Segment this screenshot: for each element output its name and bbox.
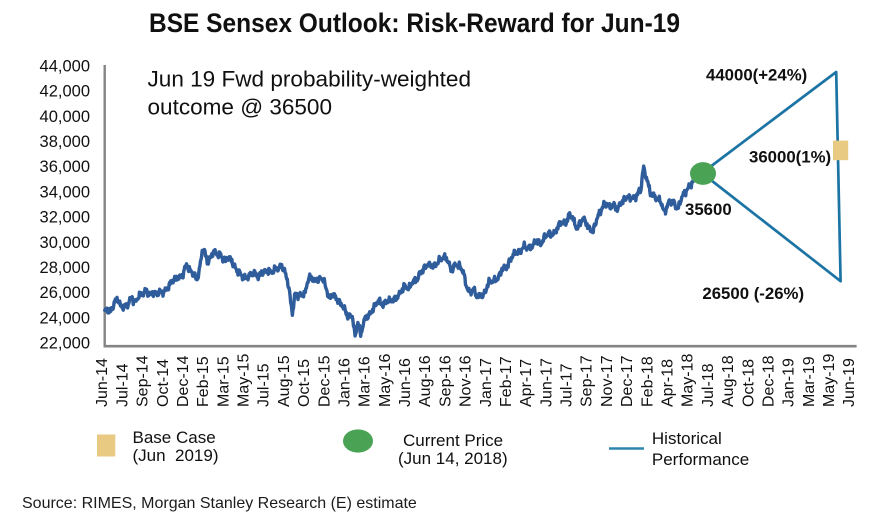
svg-text:Jun-14: Jun-14 [94, 358, 111, 407]
svg-text:Current Price: Current Price [403, 431, 503, 450]
svg-text:Jun-17: Jun-17 [538, 358, 555, 407]
svg-text:Feb-18: Feb-18 [639, 356, 656, 407]
svg-text:Oct-15: Oct-15 [296, 359, 313, 407]
svg-text:36000(1%): 36000(1%) [749, 147, 831, 166]
svg-text:Aug-15: Aug-15 [276, 355, 293, 407]
svg-text:Jun-16: Jun-16 [397, 358, 414, 407]
svg-text:44,000: 44,000 [40, 58, 90, 76]
svg-text:(Jun 2019): (Jun 2019) [133, 446, 219, 465]
svg-text:Dec-17: Dec-17 [619, 355, 636, 407]
svg-text:44000(+24%): 44000(+24%) [706, 65, 807, 84]
svg-text:Mar-19: Mar-19 [801, 356, 818, 407]
svg-text:Jul-15: Jul-15 [256, 363, 273, 407]
svg-text:36,000: 36,000 [40, 158, 90, 176]
svg-text:32,000: 32,000 [40, 209, 90, 227]
svg-text:26,000: 26,000 [40, 284, 90, 302]
svg-text:Oct-14: Oct-14 [155, 359, 172, 407]
svg-text:Mar-15: Mar-15 [215, 356, 232, 407]
svg-text:May-19: May-19 [821, 354, 838, 407]
svg-text:Jan-16: Jan-16 [337, 358, 354, 407]
svg-text:42,000: 42,000 [40, 83, 90, 101]
svg-text:26500 (-26%): 26500 (-26%) [702, 284, 804, 303]
svg-text:Jun 19 Fwd probability-weighte: Jun 19 Fwd probability-weighted [148, 66, 472, 91]
svg-text:Jan-17: Jan-17 [478, 358, 495, 407]
svg-text:Dec-15: Dec-15 [316, 355, 333, 407]
svg-text:Nov-17: Nov-17 [599, 355, 616, 407]
svg-text:40,000: 40,000 [40, 108, 90, 126]
svg-text:Dec-18: Dec-18 [760, 355, 777, 407]
svg-text:May-15: May-15 [236, 354, 253, 407]
svg-text:22,000: 22,000 [40, 335, 90, 353]
svg-text:Oct-18: Oct-18 [740, 359, 757, 407]
svg-text:28,000: 28,000 [40, 259, 90, 277]
svg-text:Base Case: Base Case [133, 428, 216, 447]
svg-text:24,000: 24,000 [40, 309, 90, 327]
svg-text:Sep-14: Sep-14 [135, 355, 152, 407]
svg-text:May-16: May-16 [377, 354, 394, 407]
svg-text:Sep-17: Sep-17 [579, 355, 596, 407]
svg-text:BSE Sensex Outlook: Risk-Rewar: BSE Sensex Outlook: Risk-Reward for Jun-… [149, 8, 680, 38]
svg-text:Jul-14: Jul-14 [114, 363, 131, 407]
svg-text:Feb-15: Feb-15 [195, 356, 212, 407]
svg-text:34,000: 34,000 [40, 183, 90, 201]
svg-text:30,000: 30,000 [40, 234, 90, 252]
svg-text:Nov-16: Nov-16 [458, 355, 475, 407]
svg-text:Historical: Historical [652, 429, 722, 448]
svg-text:Aug-18: Aug-18 [720, 355, 737, 407]
svg-text:Mar-16: Mar-16 [357, 356, 374, 407]
svg-text:Jul-18: Jul-18 [700, 363, 717, 407]
svg-text:Feb-17: Feb-17 [498, 356, 515, 407]
svg-text:Source: RIMES, Morgan Stanley: Source: RIMES, Morgan Stanley Research (… [22, 495, 417, 512]
svg-text:outcome @ 36500: outcome @ 36500 [148, 94, 333, 119]
svg-text:38,000: 38,000 [40, 133, 90, 151]
svg-text:(Jun 14, 2018): (Jun 14, 2018) [398, 449, 508, 468]
svg-text:Apr-17: Apr-17 [518, 359, 535, 407]
svg-text:Jul-17: Jul-17 [559, 363, 576, 407]
svg-text:Aug-16: Aug-16 [417, 355, 434, 407]
svg-text:Sep-16: Sep-16 [437, 355, 454, 407]
svg-text:Apr-18: Apr-18 [660, 359, 677, 407]
svg-text:Jun-19: Jun-19 [841, 358, 858, 407]
svg-text:Jan-19: Jan-19 [781, 358, 798, 407]
svg-text:Dec-14: Dec-14 [175, 355, 192, 407]
svg-text:May-18: May-18 [680, 354, 697, 407]
svg-text:Performance: Performance [652, 450, 749, 469]
svg-text:35600: 35600 [685, 200, 732, 219]
